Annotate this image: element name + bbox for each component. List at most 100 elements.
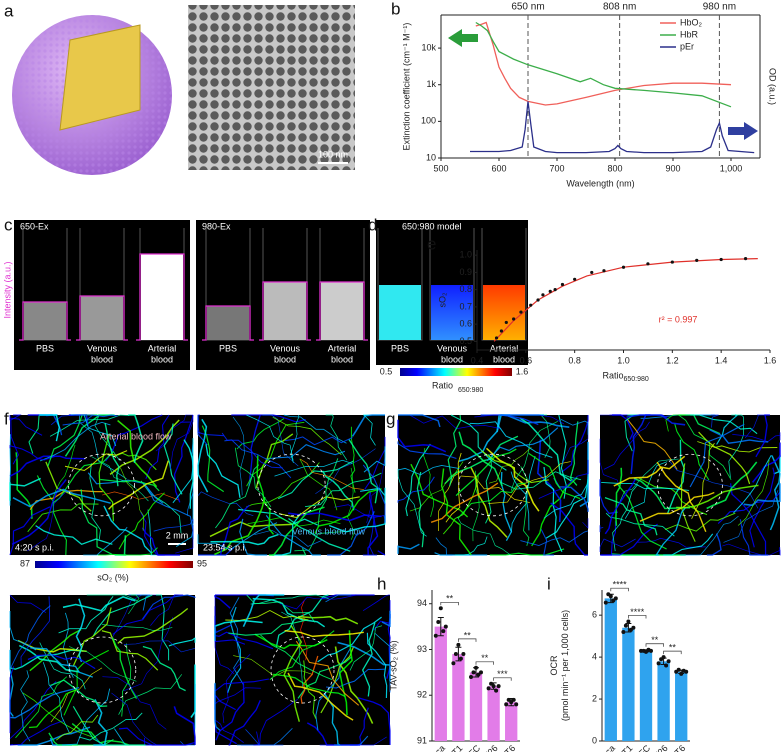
vessel: [624, 461, 668, 519]
data-point: [621, 629, 626, 634]
x-tick-label: 800: [607, 163, 622, 173]
vessel: [142, 645, 186, 692]
vessel: [440, 468, 472, 556]
significance-bracket: [440, 601, 459, 606]
vessel: [269, 630, 335, 681]
colorbar-label: sO₂ (%): [97, 572, 129, 582]
data-point: [451, 661, 456, 666]
vessel: [128, 594, 140, 615]
vessel: [9, 681, 57, 739]
panel-label: a: [4, 1, 14, 20]
x-tick-label: 0.4: [471, 355, 484, 365]
annotation: Venous blood flow: [292, 526, 366, 536]
vessel: [749, 467, 775, 548]
vessel: [349, 625, 383, 671]
intensity-profile: [136, 253, 188, 341]
tube-content: [141, 254, 183, 340]
vessel: [27, 503, 99, 533]
vessel: [445, 452, 462, 523]
data-point: [471, 670, 476, 675]
tube-label: blood: [331, 354, 353, 364]
vessel: [485, 447, 540, 512]
vessel: [283, 414, 347, 444]
significance-bracket: [458, 638, 477, 642]
colorbar-max: 1.6: [516, 366, 529, 376]
x-tick-label: 1.2: [666, 355, 679, 365]
data-point: [504, 702, 509, 707]
tube-content: [379, 285, 421, 340]
vessel: [246, 594, 316, 623]
vessel: [281, 611, 303, 687]
vessel: [560, 419, 589, 435]
vessel: [9, 477, 42, 501]
vessel: [676, 484, 759, 509]
vessel: [273, 673, 346, 698]
vessel: [528, 452, 581, 500]
vessel: [489, 548, 565, 556]
vessel: [288, 517, 351, 552]
vessel: [751, 442, 781, 483]
vessel: [78, 414, 127, 480]
vessel: [773, 455, 781, 475]
vessel: [228, 619, 307, 636]
panel-label: b: [391, 0, 400, 18]
vessel: [123, 616, 174, 692]
data-point: [553, 288, 557, 292]
vessel: [52, 444, 76, 498]
y-tick-label: 100: [421, 116, 436, 126]
vessel: [112, 594, 184, 635]
vessel: [361, 622, 376, 697]
sphere-cutaway: [59, 24, 141, 131]
x-tick-label: MFC: [461, 743, 482, 752]
data-point: [676, 667, 681, 672]
colorbar: [35, 561, 193, 568]
vessel: [357, 697, 391, 745]
vessel: [9, 686, 80, 719]
vessel: [64, 450, 128, 472]
y-tick-label: 92: [417, 690, 427, 700]
vessel: [706, 533, 722, 556]
data-point: [602, 269, 606, 273]
vessel: [39, 414, 61, 442]
significance-label: **: [669, 642, 677, 652]
vessel: [288, 512, 382, 522]
x-axis-label-sub: 650:980: [624, 376, 649, 383]
vessel: [416, 471, 425, 548]
vessel: [9, 611, 37, 651]
vessel: [80, 489, 113, 555]
data-point: [656, 661, 661, 666]
data-point: [548, 289, 552, 293]
data-point: [536, 298, 540, 302]
y-tick-label: 93: [417, 644, 427, 654]
legend-label: HbR: [680, 29, 699, 39]
vessel: [172, 438, 194, 504]
tube-label: blood: [151, 354, 173, 364]
vessel: [234, 447, 272, 508]
vessel: [197, 418, 209, 493]
vessel: [142, 594, 196, 620]
significance-label: **: [464, 630, 472, 640]
vessel: [283, 625, 303, 722]
vessel: [170, 415, 194, 470]
vessel: [612, 484, 639, 552]
vessel: [239, 518, 268, 556]
x-tick-label: 4T1: [616, 743, 634, 752]
tube-content: [264, 282, 306, 340]
y-axis-label: sO₂: [437, 292, 447, 308]
vessel: [457, 516, 511, 556]
vessel: [397, 419, 447, 453]
vessel: [27, 490, 68, 552]
vessel: [460, 475, 530, 503]
vessel: [474, 414, 565, 425]
vessel: [469, 421, 553, 458]
vessel: [265, 444, 346, 460]
tube-label: Arterial: [148, 343, 177, 353]
vessel: [599, 538, 636, 552]
vessel: [268, 506, 325, 556]
vessel: [366, 632, 388, 699]
vessel: [350, 426, 356, 493]
vessel: [232, 416, 245, 496]
vessel: [599, 479, 618, 515]
vessel: [153, 518, 194, 532]
data-point: [670, 260, 674, 264]
